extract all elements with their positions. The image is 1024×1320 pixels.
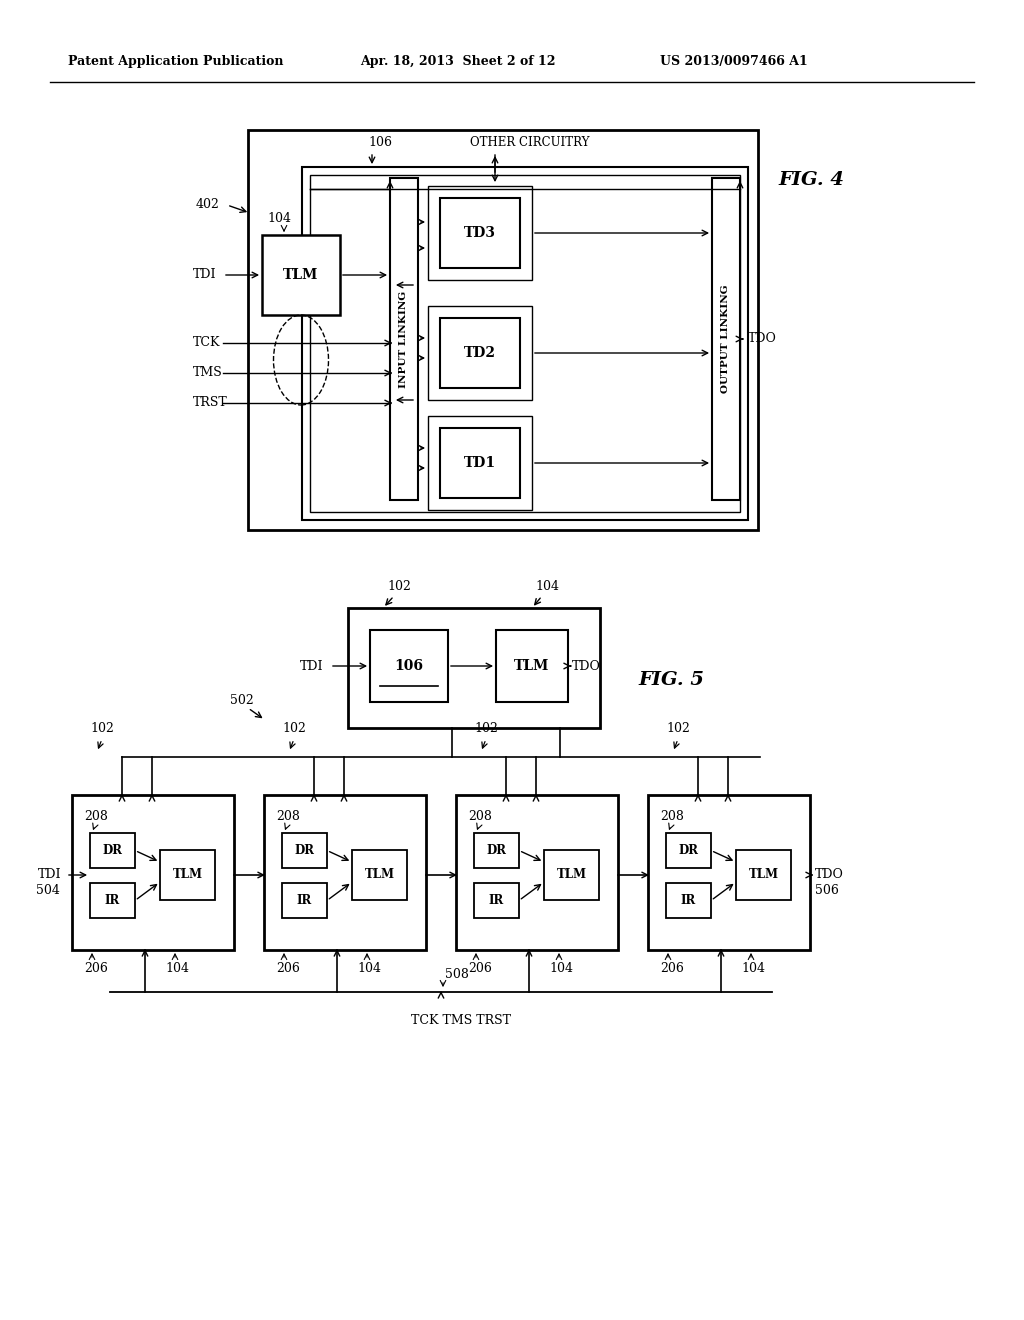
Text: IR: IR (104, 894, 120, 907)
Bar (428, 416, 532, 510)
Text: 104: 104 (549, 961, 573, 974)
Bar (474, 833, 519, 869)
Text: 102: 102 (666, 722, 690, 735)
Text: 206: 206 (468, 961, 492, 974)
Text: TLM: TLM (172, 869, 203, 882)
Text: TDO: TDO (815, 869, 844, 882)
Bar (90, 833, 135, 869)
Text: Patent Application Publication: Patent Application Publication (68, 55, 284, 69)
Bar (282, 883, 327, 917)
Bar (352, 850, 407, 900)
Bar (264, 795, 426, 950)
Text: TDI: TDI (193, 268, 216, 281)
Bar (456, 795, 618, 950)
Bar (474, 883, 519, 917)
Text: TD1: TD1 (464, 455, 496, 470)
Text: INPUT LINKING: INPUT LINKING (399, 290, 409, 388)
Text: OTHER CIRCUITRY: OTHER CIRCUITRY (470, 136, 590, 149)
Bar (370, 630, 449, 702)
Text: Apr. 18, 2013  Sheet 2 of 12: Apr. 18, 2013 Sheet 2 of 12 (360, 55, 555, 69)
Bar (666, 883, 711, 917)
Text: 106: 106 (394, 659, 424, 673)
Text: TDO: TDO (748, 333, 777, 346)
Text: TLM: TLM (556, 869, 587, 882)
Text: 206: 206 (84, 961, 108, 974)
Text: 506: 506 (815, 884, 839, 898)
Text: IR: IR (681, 894, 696, 907)
Text: IR: IR (488, 894, 504, 907)
Bar (440, 428, 520, 498)
Bar (712, 178, 740, 500)
Text: DR: DR (295, 843, 314, 857)
Text: TDO: TDO (572, 660, 601, 672)
Bar (72, 795, 234, 950)
Text: 102: 102 (387, 579, 411, 593)
Bar (310, 176, 740, 512)
Bar (90, 883, 135, 917)
Text: 104: 104 (267, 213, 291, 226)
Text: FIG. 5: FIG. 5 (638, 671, 705, 689)
Text: TD3: TD3 (464, 226, 496, 240)
Text: TLM: TLM (365, 869, 394, 882)
Bar (248, 129, 758, 531)
Text: 502: 502 (230, 693, 254, 706)
Text: DR: DR (486, 843, 507, 857)
Text: 106: 106 (368, 136, 392, 149)
Bar (440, 318, 520, 388)
Text: 104: 104 (357, 961, 381, 974)
Text: TDI: TDI (300, 660, 324, 672)
Text: TLM: TLM (514, 659, 550, 673)
Text: TMS: TMS (193, 367, 223, 380)
Bar (348, 609, 600, 729)
Text: US 2013/0097466 A1: US 2013/0097466 A1 (660, 55, 808, 69)
Bar (390, 178, 418, 500)
Bar (428, 186, 532, 280)
Bar (666, 833, 711, 869)
Bar (302, 168, 748, 520)
Text: TD2: TD2 (464, 346, 496, 360)
Text: 508: 508 (445, 968, 469, 981)
Text: DR: DR (679, 843, 698, 857)
Text: 402: 402 (197, 198, 220, 211)
Text: OUTPUT LINKING: OUTPUT LINKING (722, 285, 730, 393)
Bar (428, 306, 532, 400)
Text: IR: IR (297, 894, 312, 907)
Bar (544, 850, 599, 900)
Text: 104: 104 (165, 961, 189, 974)
Text: TRST: TRST (193, 396, 227, 409)
Text: 208: 208 (660, 810, 684, 824)
Text: 206: 206 (660, 961, 684, 974)
Text: 208: 208 (84, 810, 108, 824)
Bar (440, 198, 520, 268)
Text: 208: 208 (276, 810, 300, 824)
Bar (736, 850, 791, 900)
Text: 208: 208 (468, 810, 492, 824)
Text: 102: 102 (90, 722, 114, 735)
Bar (496, 630, 568, 702)
Text: TCK: TCK (193, 337, 220, 350)
Bar (282, 833, 327, 869)
Text: TLM: TLM (284, 268, 318, 282)
Text: 102: 102 (282, 722, 306, 735)
Text: 206: 206 (276, 961, 300, 974)
Bar (262, 235, 340, 315)
Text: 504: 504 (36, 884, 59, 898)
Text: TDI: TDI (38, 869, 61, 882)
Bar (648, 795, 810, 950)
Text: FIG. 4: FIG. 4 (778, 172, 844, 189)
Text: 104: 104 (535, 579, 559, 593)
Text: TLM: TLM (749, 869, 778, 882)
Text: 104: 104 (741, 961, 765, 974)
Bar (160, 850, 215, 900)
Text: TCK TMS TRST: TCK TMS TRST (411, 1014, 511, 1027)
Text: DR: DR (102, 843, 123, 857)
Text: 102: 102 (474, 722, 498, 735)
